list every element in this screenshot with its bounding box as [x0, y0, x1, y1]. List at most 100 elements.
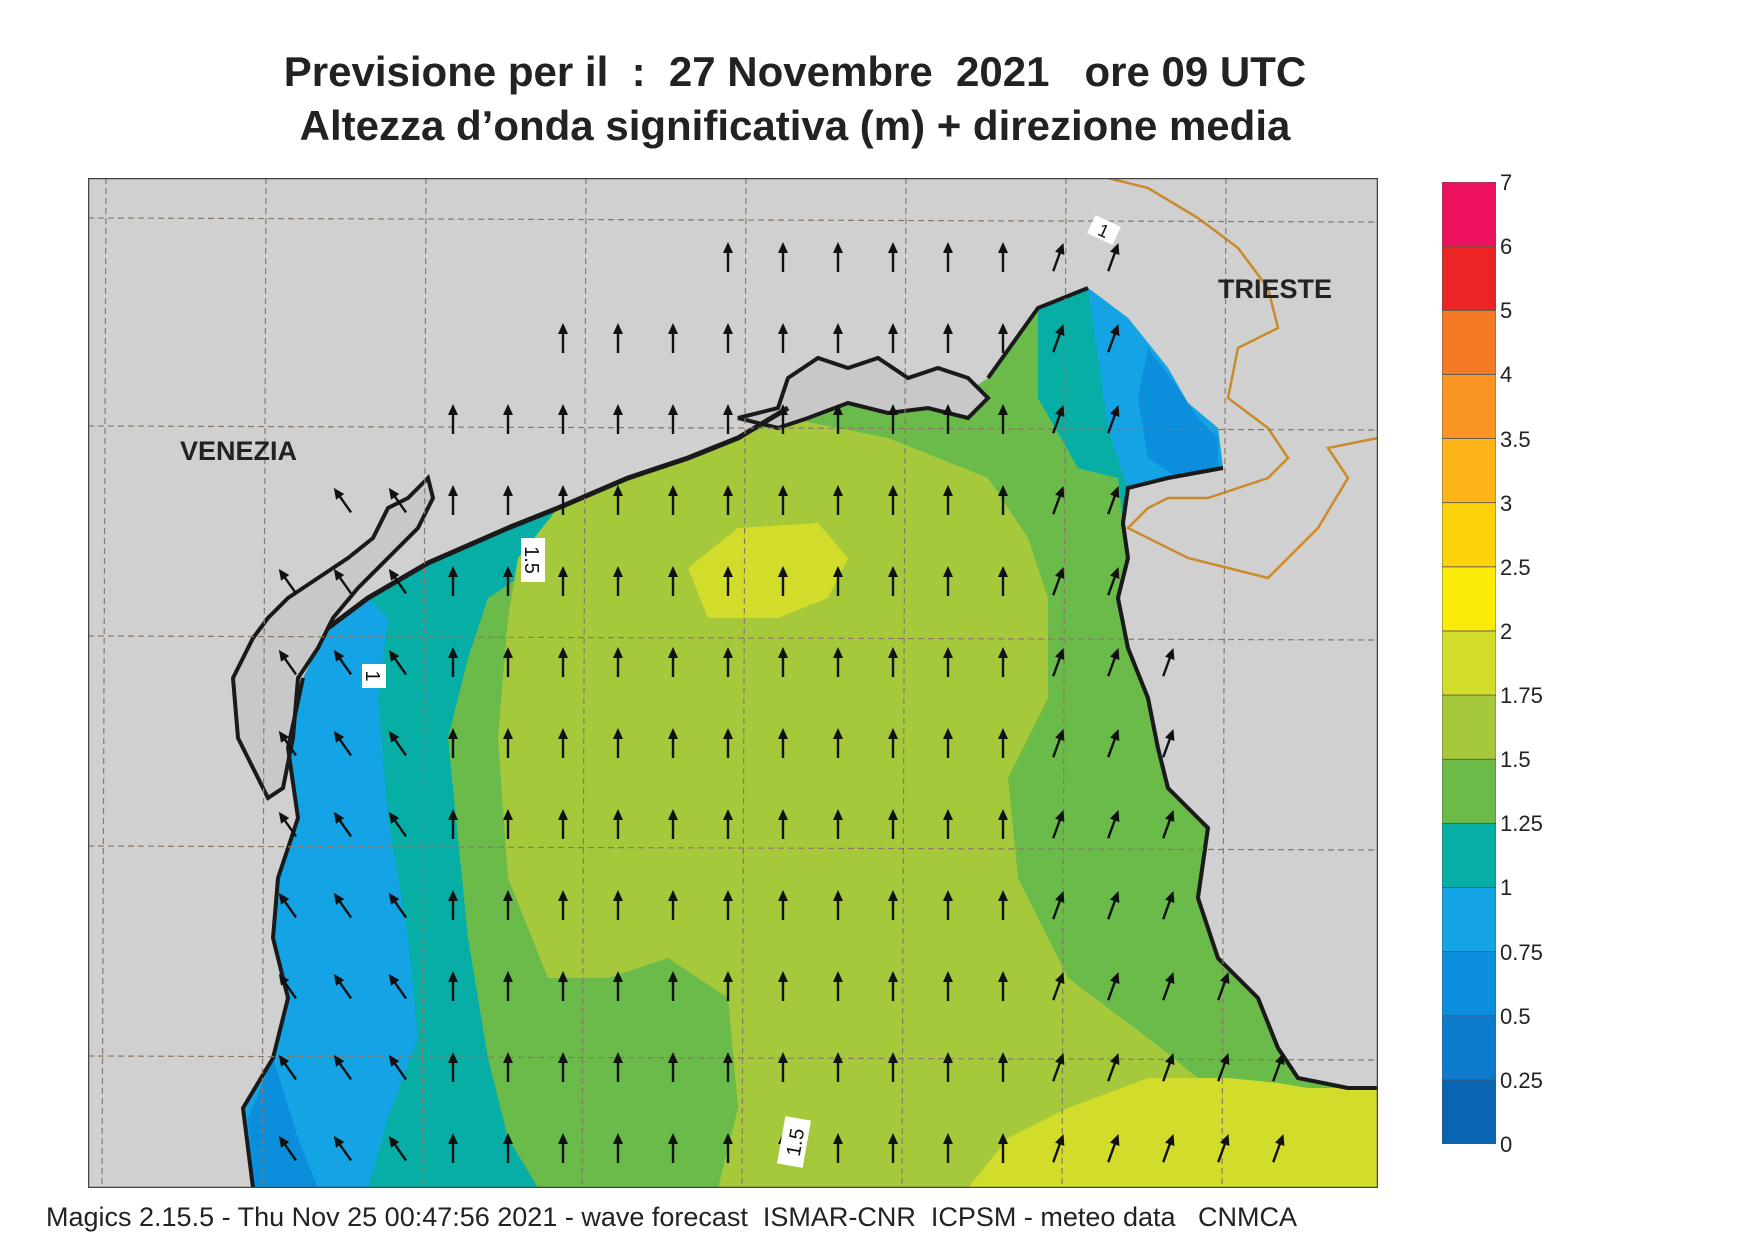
direction-arrow — [833, 809, 843, 839]
direction-arrow — [998, 890, 1008, 920]
legend-swatch — [1442, 566, 1496, 632]
direction-arrow — [1217, 1133, 1230, 1163]
direction-arrow — [1052, 323, 1065, 353]
direction-arrow — [998, 566, 1008, 596]
coastline-west-lower — [240, 677, 305, 1188]
legend-level-label: 1.5 — [1500, 747, 1531, 773]
svg-text:1: 1 — [361, 670, 383, 681]
contour-label-1.5-west: 1.5 — [520, 538, 545, 582]
contour-label-1-west: 1 — [361, 664, 386, 688]
footer-credits: Magics 2.15.5 - Thu Nov 25 00:47:56 2021… — [46, 1202, 1298, 1232]
direction-arrow — [558, 809, 568, 839]
direction-arrow — [998, 485, 1008, 515]
direction-arrow — [1162, 1052, 1175, 1082]
direction-arrow — [558, 404, 568, 434]
coastline-istria — [1115, 466, 1378, 1090]
direction-arrow — [888, 809, 898, 839]
svg-text:1.5: 1.5 — [520, 546, 542, 574]
direction-arrow — [503, 404, 513, 434]
direction-arrow — [1052, 1052, 1065, 1082]
direction-arrow — [1107, 971, 1120, 1001]
wave-band-0.5-0.75-ne — [1138, 348, 1218, 478]
direction-arrow — [278, 811, 298, 838]
direction-arrow — [278, 1135, 298, 1162]
direction-arrow — [1107, 566, 1120, 596]
direction-arrow — [613, 566, 623, 596]
legend-swatch — [1442, 502, 1496, 568]
direction-arrow — [723, 971, 733, 1001]
legend-level-label: 4 — [1500, 362, 1513, 388]
map-subtitle: Altezza d’onda significativa (m) + direz… — [299, 102, 1291, 149]
direction-arrow — [998, 242, 1008, 272]
direction-arrow — [723, 323, 733, 353]
direction-arrow — [1162, 890, 1175, 920]
direction-arrow — [668, 647, 678, 677]
direction-arrow — [833, 242, 843, 272]
direction-arrow — [943, 1052, 953, 1082]
direction-arrow — [998, 1052, 1008, 1082]
direction-arrow — [333, 649, 353, 676]
color-legend — [1442, 182, 1496, 1144]
direction-arrow — [1107, 809, 1120, 839]
direction-arrow — [778, 566, 788, 596]
direction-arrow — [388, 892, 408, 919]
direction-arrow — [778, 485, 788, 515]
direction-arrow — [778, 647, 788, 677]
legend-swatch — [1442, 182, 1496, 247]
direction-arrow — [278, 892, 298, 919]
direction-arrow — [333, 973, 353, 1000]
legend-swatch — [1442, 630, 1496, 696]
direction-arrow — [613, 1133, 623, 1163]
direction-arrow — [1107, 647, 1120, 677]
direction-arrow — [1052, 809, 1065, 839]
direction-arrow — [668, 1133, 678, 1163]
legend-level-label: 5 — [1500, 298, 1513, 324]
direction-arrow — [723, 566, 733, 596]
direction-arrow — [613, 809, 623, 839]
direction-arrow — [833, 1133, 843, 1163]
direction-arrow — [448, 485, 458, 515]
direction-arrow — [503, 485, 513, 515]
direction-arrow — [943, 890, 953, 920]
direction-arrow — [943, 728, 953, 758]
direction-arrow — [778, 404, 788, 434]
direction-arrow — [888, 1133, 898, 1163]
direction-arrow — [778, 809, 788, 839]
direction-arrow — [333, 811, 353, 838]
legend-swatch — [1442, 245, 1496, 311]
direction-arrow — [558, 647, 568, 677]
direction-arrow — [503, 566, 513, 596]
direction-arrow — [943, 485, 953, 515]
direction-arrow — [998, 728, 1008, 758]
direction-arrow — [558, 485, 568, 515]
direction-arrow — [888, 728, 898, 758]
direction-arrow — [558, 566, 568, 596]
direction-arrow — [888, 323, 898, 353]
direction-arrow — [668, 404, 678, 434]
direction-arrow — [613, 404, 623, 434]
direction-arrow — [998, 809, 1008, 839]
legend-level-label: 0.5 — [1500, 1003, 1531, 1029]
direction-arrow — [613, 890, 623, 920]
direction-arrow — [1107, 242, 1120, 272]
direction-arrow — [1107, 323, 1120, 353]
direction-arrow — [1052, 890, 1065, 920]
direction-arrow — [503, 971, 513, 1001]
direction-arrow — [503, 1052, 513, 1082]
legend-level-label: 3 — [1500, 490, 1513, 516]
direction-arrow — [888, 485, 898, 515]
direction-arrow — [503, 1133, 513, 1163]
direction-arrow — [778, 971, 788, 1001]
legend-swatch — [1442, 1079, 1496, 1144]
direction-arrow — [943, 242, 953, 272]
direction-arrow — [558, 728, 568, 758]
direction-arrow — [888, 404, 898, 434]
direction-arrow — [723, 647, 733, 677]
direction-arrow — [388, 487, 408, 514]
legend-level-label: 6 — [1500, 234, 1513, 260]
direction-arrow — [1052, 242, 1065, 272]
direction-arrow — [1272, 1133, 1285, 1163]
direction-arrow — [1052, 485, 1065, 515]
legend-level-label: 2 — [1500, 618, 1513, 644]
direction-arrow — [943, 404, 953, 434]
